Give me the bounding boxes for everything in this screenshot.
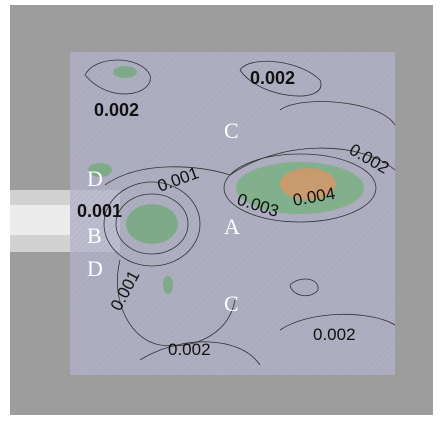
bright-core bbox=[10, 205, 70, 235]
region-label: C bbox=[224, 291, 239, 316]
peak-core bbox=[280, 168, 336, 200]
peak bbox=[88, 163, 112, 177]
contour-line bbox=[103, 181, 201, 267]
contour-line bbox=[139, 341, 261, 366]
region-label: C bbox=[224, 118, 239, 143]
overlay-hatch bbox=[70, 52, 395, 375]
contour-line bbox=[279, 101, 396, 126]
peak bbox=[163, 276, 173, 294]
contour-label: 0.002 bbox=[250, 68, 295, 88]
contour-line bbox=[223, 153, 377, 223]
contour-line bbox=[115, 193, 189, 255]
contour-label: 0.002 bbox=[94, 100, 139, 120]
region-label: D bbox=[87, 256, 103, 281]
contour-label: 0.001 bbox=[77, 201, 122, 221]
contour-line bbox=[117, 259, 236, 347]
peak bbox=[126, 204, 178, 244]
region-label: A bbox=[224, 214, 240, 239]
region-label: D bbox=[87, 166, 103, 191]
contour-line bbox=[84, 59, 151, 95]
contour-label: 0.002 bbox=[313, 325, 356, 344]
contour-line bbox=[104, 147, 396, 186]
contours bbox=[84, 59, 396, 366]
contour-line bbox=[289, 278, 319, 297]
contour-line bbox=[239, 60, 322, 97]
contour-line bbox=[279, 313, 396, 331]
peak bbox=[113, 66, 137, 78]
region-label: B bbox=[87, 223, 102, 248]
contour-label: 0.002 bbox=[168, 340, 211, 359]
